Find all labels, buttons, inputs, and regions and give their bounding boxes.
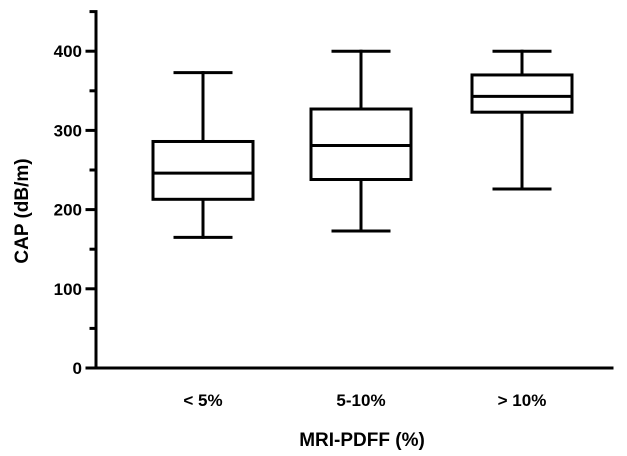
x-tick-label: 5-10% (336, 391, 385, 410)
y-axis-label: CAP (dB/m) (12, 158, 33, 263)
y-tick-label: 100 (54, 280, 82, 299)
iqr-box (470, 73, 574, 114)
x-tick-label: < 5% (183, 391, 222, 410)
x-axis-label: MRI-PDFF (%) (299, 430, 425, 451)
y-tick-label: 200 (54, 201, 82, 220)
box-group (470, 49, 574, 191)
box-group (309, 49, 413, 233)
box-series (151, 49, 574, 239)
iqr-box (151, 139, 255, 201)
x-tick-label: > 10% (498, 391, 547, 410)
y-tick-label: 400 (54, 42, 82, 61)
y-tick-label: 0 (73, 359, 82, 378)
box-group (151, 71, 255, 239)
y-tick-label: 300 (54, 121, 82, 140)
y-axis: 0 100 200 300 400 (54, 10, 98, 378)
x-axis: < 5% 5-10% > 10% (94, 366, 614, 410)
